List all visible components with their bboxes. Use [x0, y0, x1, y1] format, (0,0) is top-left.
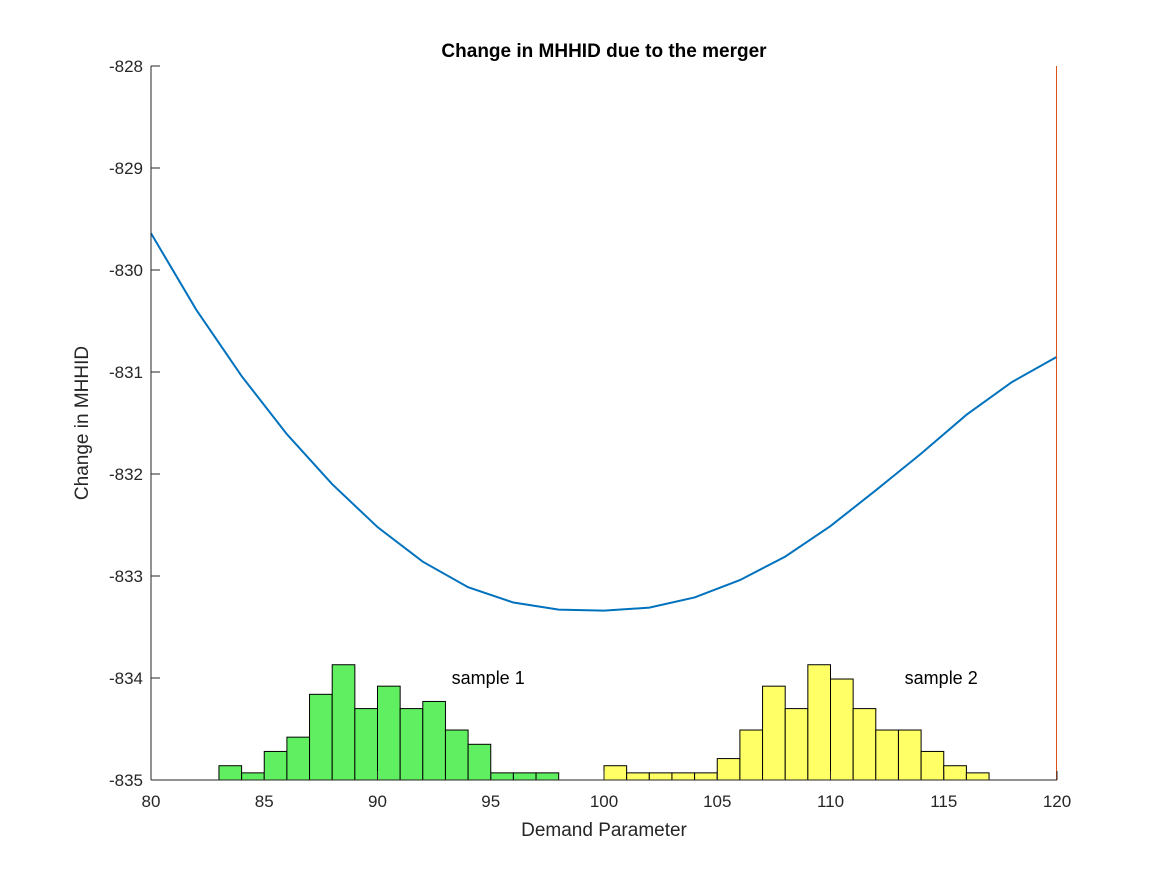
y-axis-label: Change in MHHID — [72, 346, 93, 500]
histogram-1-bar — [286, 736, 311, 781]
histogram-2-bar — [852, 708, 877, 781]
histogram-2-bar — [965, 772, 990, 781]
histogram-1-bar — [263, 750, 288, 781]
sample-2-label: sample 2 — [905, 668, 978, 688]
histogram-1-bar — [377, 685, 401, 781]
x-tick-label: 115 — [930, 792, 957, 811]
y-tick-label: -833 — [109, 567, 143, 586]
plot-area — [151, 66, 1057, 780]
x-axis-label: Demand Parameter — [521, 820, 687, 841]
histogram-2-bar — [648, 772, 673, 781]
y-tick-label: -829 — [109, 159, 143, 178]
histogram-2-bar — [784, 708, 809, 781]
histogram-2-bar — [897, 729, 922, 781]
histogram-1-bar — [422, 700, 446, 781]
x-tick-label: 90 — [368, 792, 387, 811]
histogram-1-bar — [467, 743, 492, 781]
histogram-2-bar — [739, 729, 764, 781]
histogram-1-bar — [444, 729, 469, 781]
x-tick-label: 80 — [142, 792, 161, 811]
histogram-2-bar — [807, 664, 831, 781]
histogram-1-bar — [331, 664, 356, 781]
x-tick-label: 100 — [590, 792, 618, 811]
histogram-2-bar — [671, 772, 696, 781]
y-tick-label: -834 — [109, 669, 143, 688]
x-tick-label: 95 — [481, 792, 500, 811]
y-tick-label: -828 — [109, 57, 143, 76]
series-line — [150, 232, 1058, 612]
y-tick-label: -835 — [109, 771, 143, 790]
histogram-2-bar — [943, 765, 967, 781]
histogram-1-bar — [354, 708, 379, 781]
y-tick-label: -832 — [109, 465, 143, 484]
histogram-1-bar — [218, 765, 243, 781]
histogram-1-bar — [399, 708, 424, 781]
histogram-2-bar — [762, 685, 786, 781]
histogram-1-bar — [512, 772, 537, 781]
histogram-2-bar — [626, 772, 650, 781]
histogram-1-bar — [535, 772, 560, 781]
histogram-2-bar — [694, 772, 718, 781]
x-tick-label: 85 — [255, 792, 274, 811]
histogram-layer — [218, 664, 990, 781]
sample-1-label: sample 1 — [452, 668, 525, 688]
x-tick-label: 110 — [817, 792, 844, 811]
histogram-2-bar — [875, 729, 899, 781]
x-tick-label: 105 — [703, 792, 731, 811]
histogram-2-bar — [603, 765, 628, 781]
x-tick-label: 120 — [1043, 792, 1071, 811]
histogram-2-bar — [830, 678, 854, 781]
histogram-1-bar — [309, 693, 333, 781]
y-tick-label: -830 — [109, 261, 143, 280]
axes: 80 85 90 95 100 105 110 115 120 -828 -829 -830 -831 -… — [109, 57, 1071, 811]
histogram-2-bar — [920, 750, 945, 781]
y-tick-label: -831 — [109, 363, 143, 382]
histogram-1-bar — [490, 772, 514, 781]
histogram-1-bar — [241, 772, 265, 781]
chart-title: Change in MHHID due to the merger — [441, 41, 767, 62]
histogram-2-bar — [716, 758, 741, 781]
